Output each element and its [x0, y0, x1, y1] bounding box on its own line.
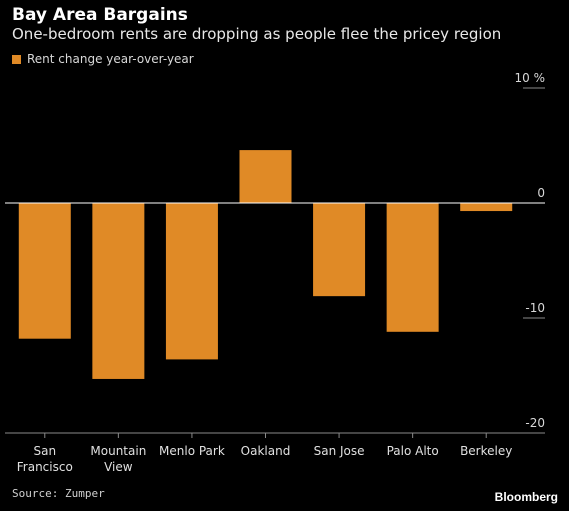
bar [239, 150, 292, 203]
bar [165, 203, 218, 360]
chart-legend: Rent change year-over-year [12, 52, 194, 66]
x-tick-label: Oakland [241, 444, 291, 458]
legend-swatch [12, 54, 21, 64]
y-tick-label: -20 [525, 416, 545, 430]
bar [18, 203, 71, 339]
source-note: Source: Zumper [12, 487, 105, 500]
x-tick-label: San Jose [314, 444, 365, 458]
x-tick-label: Menlo Park [159, 444, 225, 458]
bar [92, 203, 145, 379]
y-tick-label: -10 [525, 301, 545, 315]
chart-subtitle: One-bedroom rents are dropping as people… [12, 25, 502, 43]
y-tick-label: 10 % [515, 71, 546, 85]
bar [386, 203, 439, 332]
bar [460, 203, 513, 212]
x-tick-label: Berkeley [460, 444, 512, 458]
x-tick-label: San Francisco [17, 444, 73, 474]
bloomberg-logo: Bloomberg [494, 490, 558, 504]
legend-label: Rent change year-over-year [27, 52, 194, 66]
bar [313, 203, 366, 297]
y-tick-label: 0 [537, 186, 545, 200]
x-tick-label: Palo Alto [387, 444, 439, 458]
x-tick-label: Mountain View [90, 444, 146, 474]
chart-title: Bay Area Bargains [12, 5, 188, 25]
